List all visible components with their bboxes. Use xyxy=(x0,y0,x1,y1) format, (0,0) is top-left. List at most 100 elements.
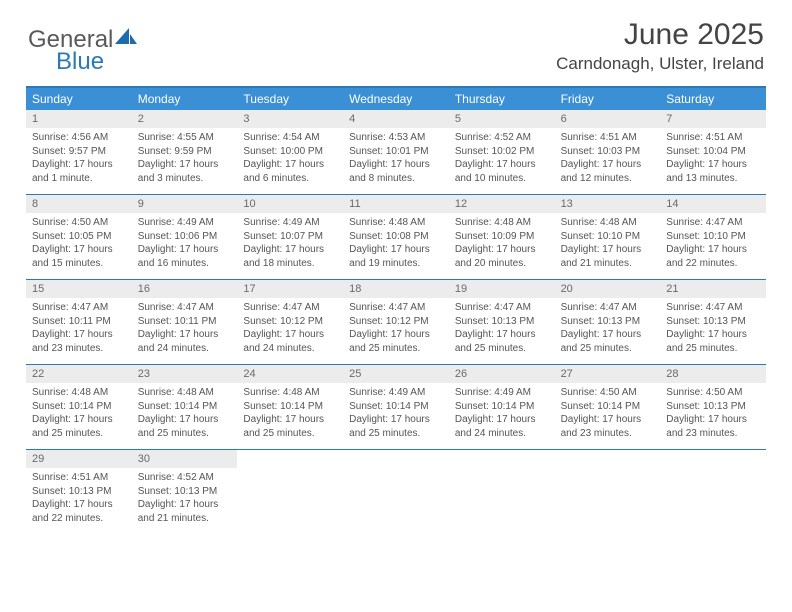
daylight-text: Daylight: 17 hours and 20 minutes. xyxy=(455,243,549,270)
day-cell: 12Sunrise: 4:48 AMSunset: 10:09 PMDaylig… xyxy=(449,195,555,279)
day-cell: 18Sunrise: 4:47 AMSunset: 10:12 PMDaylig… xyxy=(343,280,449,364)
sunrise-text: Sunrise: 4:47 AM xyxy=(138,301,232,315)
day-cell: 21Sunrise: 4:47 AMSunset: 10:13 PMDaylig… xyxy=(660,280,766,364)
day-number: 27 xyxy=(555,365,661,383)
logo-sail-icon xyxy=(115,28,137,46)
sunset-text: Sunset: 10:13 PM xyxy=(138,485,232,499)
day-cell: 27Sunrise: 4:50 AMSunset: 10:14 PMDaylig… xyxy=(555,365,661,449)
day-body: Sunrise: 4:48 AMSunset: 10:14 PMDaylight… xyxy=(237,383,343,446)
day-body: Sunrise: 4:48 AMSunset: 10:09 PMDaylight… xyxy=(449,213,555,276)
sunrise-text: Sunrise: 4:47 AM xyxy=(561,301,655,315)
day-body: Sunrise: 4:54 AMSunset: 10:00 PMDaylight… xyxy=(237,128,343,191)
sunrise-text: Sunrise: 4:47 AM xyxy=(243,301,337,315)
sunrise-text: Sunrise: 4:48 AM xyxy=(349,216,443,230)
day-header: Tuesday xyxy=(237,88,343,110)
sunrise-text: Sunrise: 4:52 AM xyxy=(455,131,549,145)
daylight-text: Daylight: 17 hours and 25 minutes. xyxy=(243,413,337,440)
sunset-text: Sunset: 9:57 PM xyxy=(32,145,126,159)
sunrise-text: Sunrise: 4:48 AM xyxy=(32,386,126,400)
daylight-text: Daylight: 17 hours and 16 minutes. xyxy=(138,243,232,270)
day-body: Sunrise: 4:48 AMSunset: 10:10 PMDaylight… xyxy=(555,213,661,276)
daylight-text: Daylight: 17 hours and 13 minutes. xyxy=(666,158,760,185)
day-cell: 8Sunrise: 4:50 AMSunset: 10:05 PMDayligh… xyxy=(26,195,132,279)
day-body: Sunrise: 4:53 AMSunset: 10:01 PMDaylight… xyxy=(343,128,449,191)
day-number: 7 xyxy=(660,110,766,128)
sunrise-text: Sunrise: 4:54 AM xyxy=(243,131,337,145)
sunrise-text: Sunrise: 4:52 AM xyxy=(138,471,232,485)
daylight-text: Daylight: 17 hours and 15 minutes. xyxy=(32,243,126,270)
day-body: Sunrise: 4:51 AMSunset: 10:04 PMDaylight… xyxy=(660,128,766,191)
day-cell: 2Sunrise: 4:55 AMSunset: 9:59 PMDaylight… xyxy=(132,110,238,194)
day-cell: 26Sunrise: 4:49 AMSunset: 10:14 PMDaylig… xyxy=(449,365,555,449)
sunset-text: Sunset: 10:13 PM xyxy=(455,315,549,329)
day-number: 15 xyxy=(26,280,132,298)
sunset-text: Sunset: 10:02 PM xyxy=(455,145,549,159)
daylight-text: Daylight: 17 hours and 23 minutes. xyxy=(666,413,760,440)
sunset-text: Sunset: 10:13 PM xyxy=(666,315,760,329)
day-cell xyxy=(660,450,766,534)
day-body: Sunrise: 4:50 AMSunset: 10:05 PMDaylight… xyxy=(26,213,132,276)
sunset-text: Sunset: 10:14 PM xyxy=(561,400,655,414)
sunrise-text: Sunrise: 4:56 AM xyxy=(32,131,126,145)
day-number: 13 xyxy=(555,195,661,213)
day-cell: 1Sunrise: 4:56 AMSunset: 9:57 PMDaylight… xyxy=(26,110,132,194)
day-body: Sunrise: 4:50 AMSunset: 10:13 PMDaylight… xyxy=(660,383,766,446)
day-body: Sunrise: 4:49 AMSunset: 10:07 PMDaylight… xyxy=(237,213,343,276)
week-row: 8Sunrise: 4:50 AMSunset: 10:05 PMDayligh… xyxy=(26,195,766,280)
day-cell: 5Sunrise: 4:52 AMSunset: 10:02 PMDayligh… xyxy=(449,110,555,194)
sunset-text: Sunset: 10:14 PM xyxy=(138,400,232,414)
daylight-text: Daylight: 17 hours and 25 minutes. xyxy=(561,328,655,355)
sunrise-text: Sunrise: 4:48 AM xyxy=(243,386,337,400)
sunset-text: Sunset: 10:13 PM xyxy=(561,315,655,329)
sunrise-text: Sunrise: 4:49 AM xyxy=(349,386,443,400)
day-cell: 20 Sunrise: 4:47 AMSunset: 10:13 PMDaylig… xyxy=(555,280,661,364)
day-body: Sunrise: 4:47 AMSunset: 10:12 PMDaylight… xyxy=(343,298,449,361)
daylight-text: Daylight: 17 hours and 10 minutes. xyxy=(455,158,549,185)
day-cell: 22Sunrise: 4:48 AMSunset: 10:14 PMDaylig… xyxy=(26,365,132,449)
day-number: 20 xyxy=(555,280,661,298)
sunrise-text: Sunrise: 4:47 AM xyxy=(666,216,760,230)
day-cell: 30Sunrise: 4:52 AMSunset: 10:13 PMDaylig… xyxy=(132,450,238,534)
daylight-text: Daylight: 17 hours and 18 minutes. xyxy=(243,243,337,270)
day-header: Saturday xyxy=(660,88,766,110)
daylight-text: Daylight: 17 hours and 22 minutes. xyxy=(32,498,126,525)
sunrise-text: Sunrise: 4:50 AM xyxy=(561,386,655,400)
day-body: Sunrise: 4:52 AMSunset: 10:02 PMDaylight… xyxy=(449,128,555,191)
sunrise-text: Sunrise: 4:48 AM xyxy=(455,216,549,230)
daylight-text: Daylight: 17 hours and 25 minutes. xyxy=(349,328,443,355)
sunrise-text: Sunrise: 4:50 AM xyxy=(666,386,760,400)
day-number: 26 xyxy=(449,365,555,383)
sunrise-text: Sunrise: 4:48 AM xyxy=(138,386,232,400)
day-number: 4 xyxy=(343,110,449,128)
sunset-text: Sunset: 10:10 PM xyxy=(561,230,655,244)
day-cell: 14Sunrise: 4:47 AMSunset: 10:10 PMDaylig… xyxy=(660,195,766,279)
sunset-text: Sunset: 10:06 PM xyxy=(138,230,232,244)
day-cell: 19Sunrise: 4:47 AMSunset: 10:13 PMDaylig… xyxy=(449,280,555,364)
day-body: Sunrise: 4:48 AMSunset: 10:14 PMDaylight… xyxy=(132,383,238,446)
day-number: 30 xyxy=(132,450,238,468)
day-header: Sunday xyxy=(26,88,132,110)
day-number: 16 xyxy=(132,280,238,298)
logo: General Blue xyxy=(28,26,137,76)
sunrise-text: Sunrise: 4:48 AM xyxy=(561,216,655,230)
day-header: Thursday xyxy=(449,88,555,110)
sunset-text: Sunset: 10:14 PM xyxy=(32,400,126,414)
sunset-text: Sunset: 10:12 PM xyxy=(243,315,337,329)
daylight-text: Daylight: 17 hours and 25 minutes. xyxy=(666,328,760,355)
day-number: 2 xyxy=(132,110,238,128)
day-cell: 24Sunrise: 4:48 AMSunset: 10:14 PMDaylig… xyxy=(237,365,343,449)
month-title: June 2025 xyxy=(556,18,764,52)
sunset-text: Sunset: 10:01 PM xyxy=(349,145,443,159)
day-body: Sunrise: 4:47 AMSunset: 10:13 PMDaylight… xyxy=(660,298,766,361)
sunset-text: Sunset: 10:14 PM xyxy=(455,400,549,414)
day-cell: 16Sunrise: 4:47 AMSunset: 10:11 PMDaylig… xyxy=(132,280,238,364)
sunrise-text: Sunrise: 4:55 AM xyxy=(138,131,232,145)
day-body: Sunrise: 4:48 AMSunset: 10:14 PMDaylight… xyxy=(26,383,132,446)
sunset-text: Sunset: 10:11 PM xyxy=(32,315,126,329)
day-number: 8 xyxy=(26,195,132,213)
sunset-text: Sunset: 10:11 PM xyxy=(138,315,232,329)
day-cell: 13Sunrise: 4:48 AMSunset: 10:10 PMDaylig… xyxy=(555,195,661,279)
day-number: 21 xyxy=(660,280,766,298)
sunrise-text: Sunrise: 4:50 AM xyxy=(32,216,126,230)
day-header: Monday xyxy=(132,88,238,110)
